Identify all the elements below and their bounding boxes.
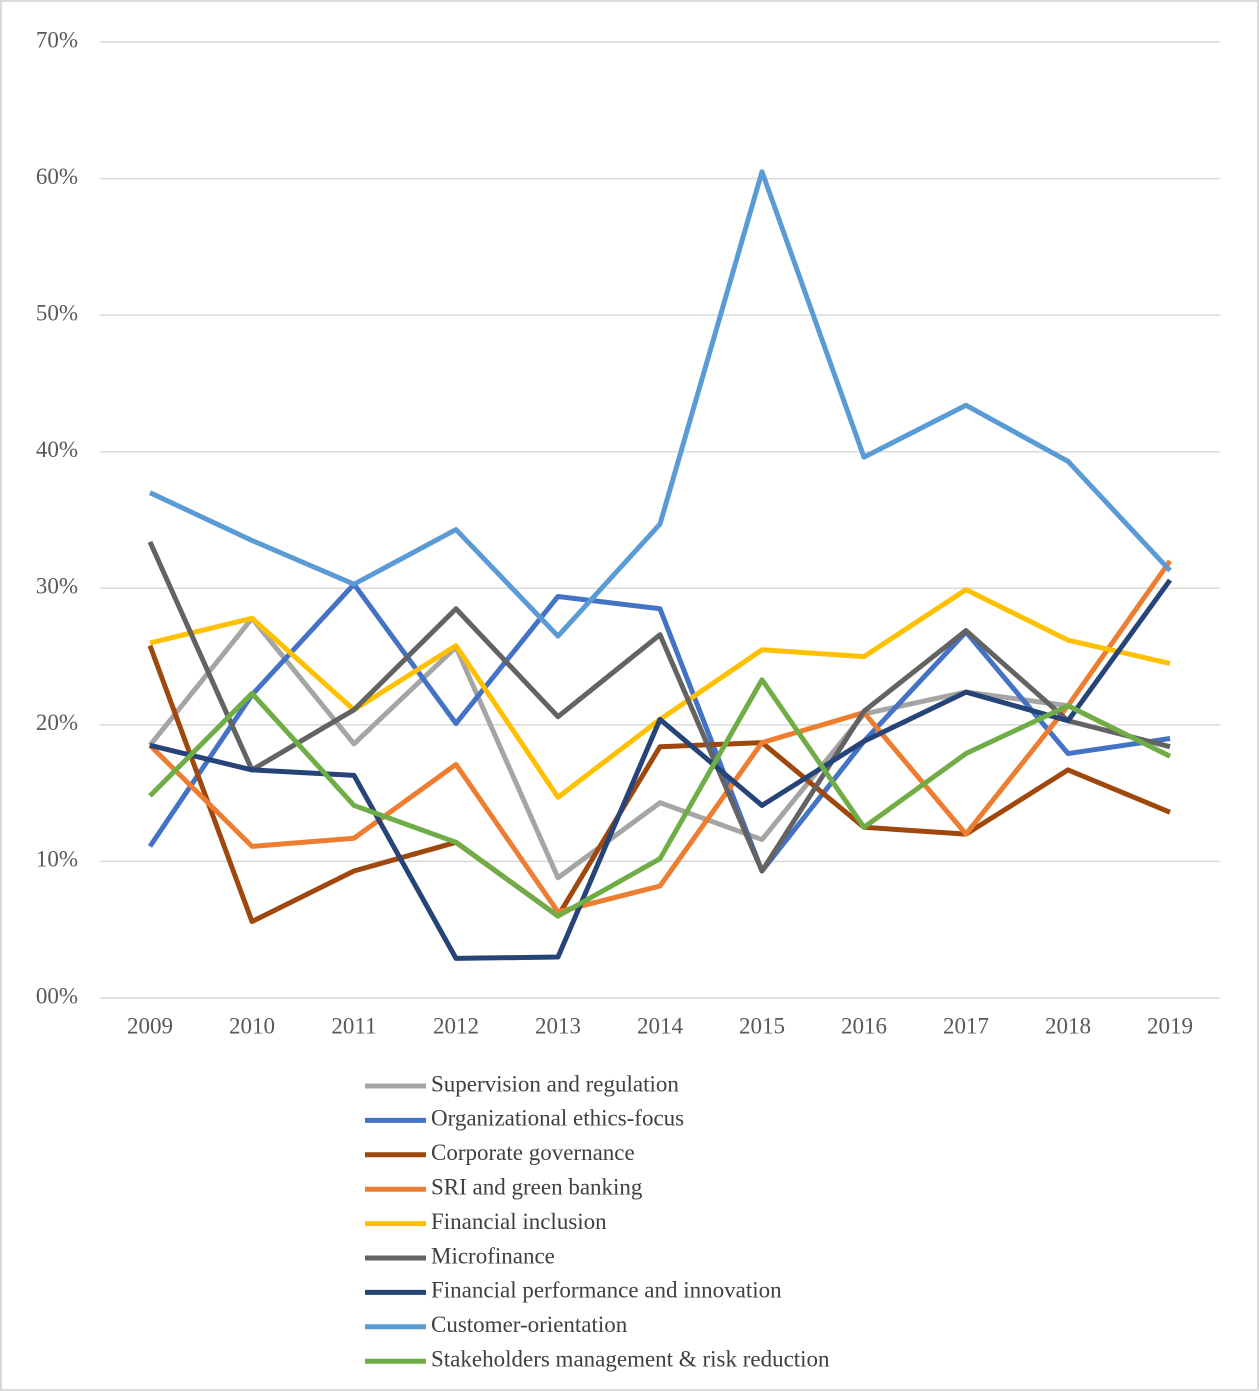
x-tick-label: 2009: [127, 1013, 173, 1038]
legend-label: SRI and green banking: [431, 1174, 643, 1199]
series-line: [148, 559, 1173, 915]
y-tick-label: 00%: [36, 983, 78, 1008]
series-line: [147, 581, 1171, 874]
x-tick-label: 2011: [331, 1013, 376, 1038]
x-tick-label: 2014: [637, 1013, 684, 1038]
x-tick-label: 2019: [1147, 1013, 1193, 1038]
y-tick-label: 70%: [36, 27, 78, 52]
x-tick-label: 2010: [229, 1013, 275, 1038]
y-tick-label: 20%: [36, 710, 78, 735]
series-line: [147, 540, 1171, 874]
series-line: [147, 644, 1171, 925]
x-tick-label: 2016: [841, 1013, 887, 1038]
x-tick-label: 2018: [1045, 1013, 1091, 1038]
legend-label: Financial performance and innovation: [431, 1278, 782, 1303]
series-line: [149, 578, 1173, 961]
legend-label: Microfinance: [431, 1243, 555, 1268]
y-tick-label: 40%: [36, 437, 78, 462]
x-tick-label: 2013: [535, 1013, 581, 1038]
x-tick-label: 2015: [739, 1013, 785, 1038]
y-tick-label: 30%: [36, 574, 78, 599]
legend-label: Organizational ethics-focus: [431, 1106, 684, 1131]
y-tick-label: 10%: [36, 847, 78, 872]
legend-label: Stakeholders management & risk reduction: [431, 1346, 830, 1371]
x-tick-label: 2012: [433, 1013, 479, 1038]
legend-label: Corporate governance: [431, 1140, 635, 1165]
x-tick-label: 2017: [943, 1013, 989, 1038]
legend-label: Financial inclusion: [431, 1209, 607, 1234]
series-line: [148, 615, 1172, 881]
series-line: [148, 677, 1172, 919]
y-tick-label: 60%: [36, 164, 78, 189]
legend-label: Customer-orientation: [431, 1312, 628, 1337]
legend-label: Supervision and regulation: [431, 1071, 679, 1096]
series-line: [148, 169, 1172, 639]
y-tick-label: 50%: [36, 300, 78, 325]
